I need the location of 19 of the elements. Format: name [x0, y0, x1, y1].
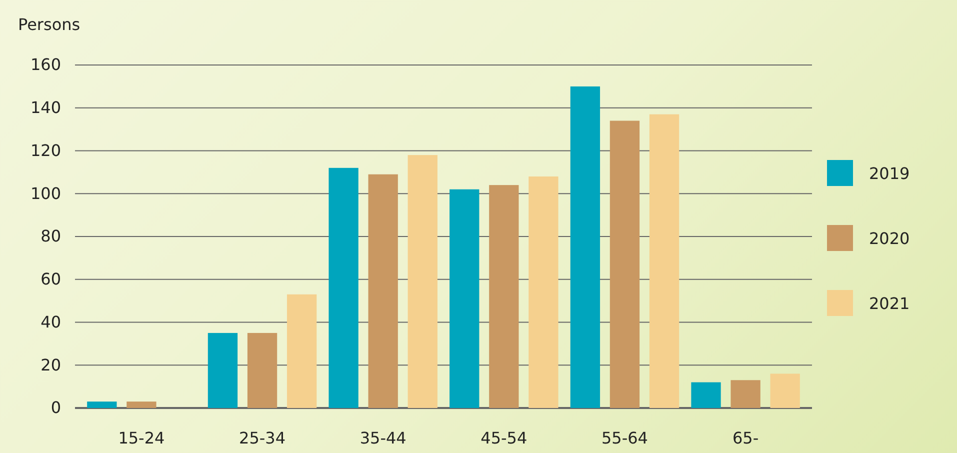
y-tick-label: 160: [30, 55, 61, 74]
x-tick-label: 65-: [732, 428, 759, 448]
legend-label: 2019: [869, 164, 910, 183]
x-tick-label: 55-64: [601, 428, 648, 448]
y-tick-label: 100: [30, 184, 61, 203]
x-tick-label: 45-54: [480, 428, 528, 448]
y-tick-label: 120: [30, 140, 61, 160]
y-tick-label: 20: [40, 355, 61, 374]
legend-label: 2020: [869, 229, 910, 248]
x-tick-label: 25-34: [239, 428, 286, 448]
y-tick-label: 0: [50, 398, 61, 418]
y-tick-label: 80: [40, 226, 61, 246]
y-tick-label: 60: [40, 269, 61, 288]
y-axis-title: Persons: [18, 15, 80, 34]
y-tick-label: 140: [30, 98, 61, 117]
legend-label: 2021: [869, 294, 910, 313]
x-tick-label: 35-44: [360, 428, 406, 448]
y-tick-label: 40: [40, 312, 61, 332]
x-tick-label: 15-24: [118, 428, 165, 448]
